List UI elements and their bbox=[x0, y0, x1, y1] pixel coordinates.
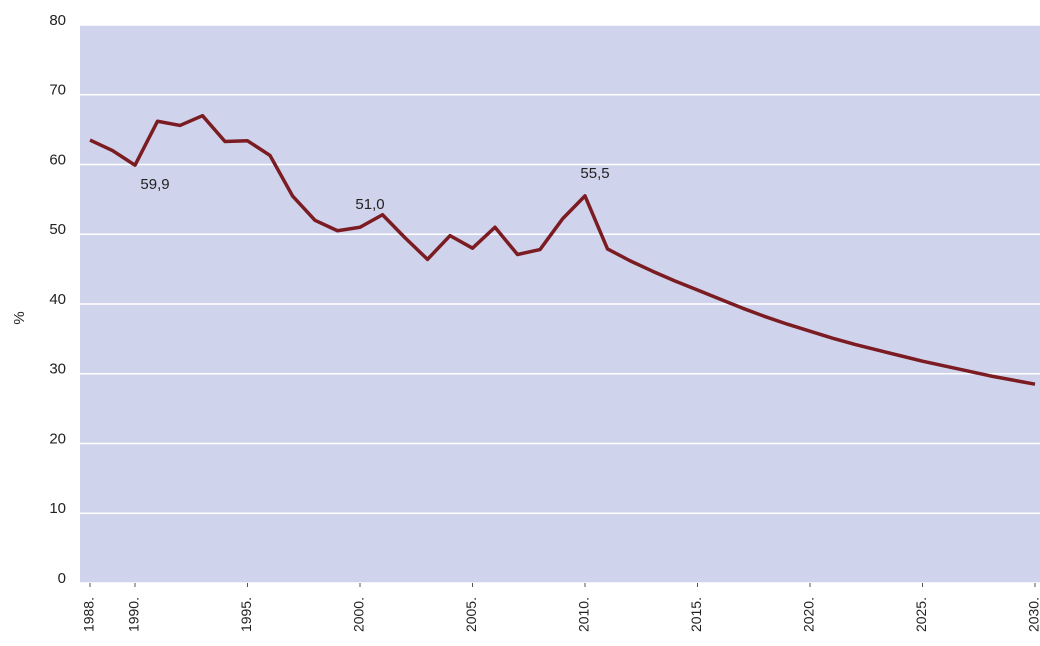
x-tick-label: 2000. bbox=[351, 597, 367, 632]
x-tick-label: 2010. bbox=[576, 597, 592, 632]
y-tick-label: 80 bbox=[49, 12, 66, 29]
data-label: 51,0 bbox=[355, 196, 384, 213]
y-tick-label: 10 bbox=[49, 500, 66, 517]
y-axis-label: % bbox=[11, 311, 28, 324]
x-tick-label: 2030. bbox=[1026, 597, 1040, 632]
y-tick-label: 50 bbox=[49, 221, 66, 238]
x-tick-label: 2015. bbox=[688, 597, 704, 632]
y-tick-label: 30 bbox=[49, 361, 66, 378]
y-tick-label: 40 bbox=[49, 291, 66, 308]
y-tick-label: 70 bbox=[49, 82, 66, 99]
y-tick-label: 20 bbox=[49, 430, 66, 447]
data-line bbox=[89, 113, 1036, 386]
data-label: 59,9 bbox=[140, 176, 169, 193]
x-tick-label: 1988. bbox=[81, 597, 97, 632]
x-tick-label: 2025. bbox=[913, 597, 929, 632]
data-label: 55,5 bbox=[580, 165, 609, 182]
x-tick-label: 1995. bbox=[238, 597, 254, 632]
y-tick-label: 0 bbox=[58, 570, 66, 587]
x-tick-label: 2005. bbox=[463, 597, 479, 632]
x-tick-label: 1990. bbox=[126, 597, 142, 632]
y-tick-label: 60 bbox=[49, 151, 66, 168]
x-tick-label: 2020. bbox=[801, 597, 817, 632]
